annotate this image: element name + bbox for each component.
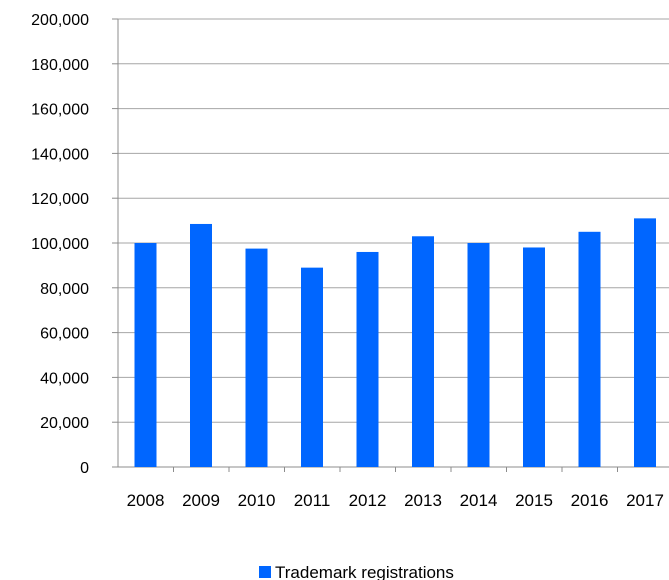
legend-swatch	[259, 566, 271, 578]
y-tick-label: 100,000	[31, 236, 89, 253]
x-tick-label: 2009	[182, 491, 220, 510]
legend: Trademark registrations	[259, 563, 454, 580]
y-tick-label: 80,000	[40, 281, 89, 298]
x-tick-label: 2008	[127, 491, 165, 510]
bar-2009	[190, 223, 212, 467]
axes	[112, 18, 669, 472]
bar-2015	[523, 247, 545, 467]
bar-2017	[634, 218, 656, 467]
y-tick-label: 120,000	[31, 191, 89, 208]
bar-2010	[245, 248, 268, 467]
y-tick-label: 200,000	[31, 12, 89, 29]
x-tick-label: 2015	[515, 491, 553, 510]
x-tick-label: 2010	[238, 491, 276, 510]
y-tick-label: 60,000	[40, 326, 89, 343]
y-tick-label: 140,000	[31, 146, 89, 163]
x-axis-tick-labels: 2008 2009 2010 2011 2012 2013 2014 2015 2016 2017	[127, 491, 664, 510]
y-axis-tick-labels: 0 20,000 40,000 60,000 80,000 100,000 120,000 1…	[31, 12, 89, 477]
bar-2016	[578, 231, 601, 467]
x-tick-label: 2012	[349, 491, 387, 510]
y-tick-label: 160,000	[31, 102, 89, 119]
y-tick-label: 20,000	[40, 415, 89, 432]
bar-2008	[134, 243, 157, 467]
x-tick-label: 2016	[571, 491, 609, 510]
bar-2012	[356, 251, 379, 467]
bar-2013	[412, 236, 434, 467]
x-tick-label: 2017	[626, 491, 664, 510]
bar-2011	[301, 267, 323, 467]
x-tick-label: 2014	[460, 491, 498, 510]
legend-label: Trademark registrations	[275, 563, 454, 580]
x-tick-label: 2011	[294, 491, 331, 510]
y-tick-label: 40,000	[40, 370, 89, 387]
bar-2014	[467, 243, 490, 467]
y-tick-label: 0	[80, 460, 89, 477]
x-tick-label: 2013	[404, 491, 442, 510]
y-tick-label: 180,000	[31, 57, 89, 74]
bar-series	[134, 218, 656, 467]
